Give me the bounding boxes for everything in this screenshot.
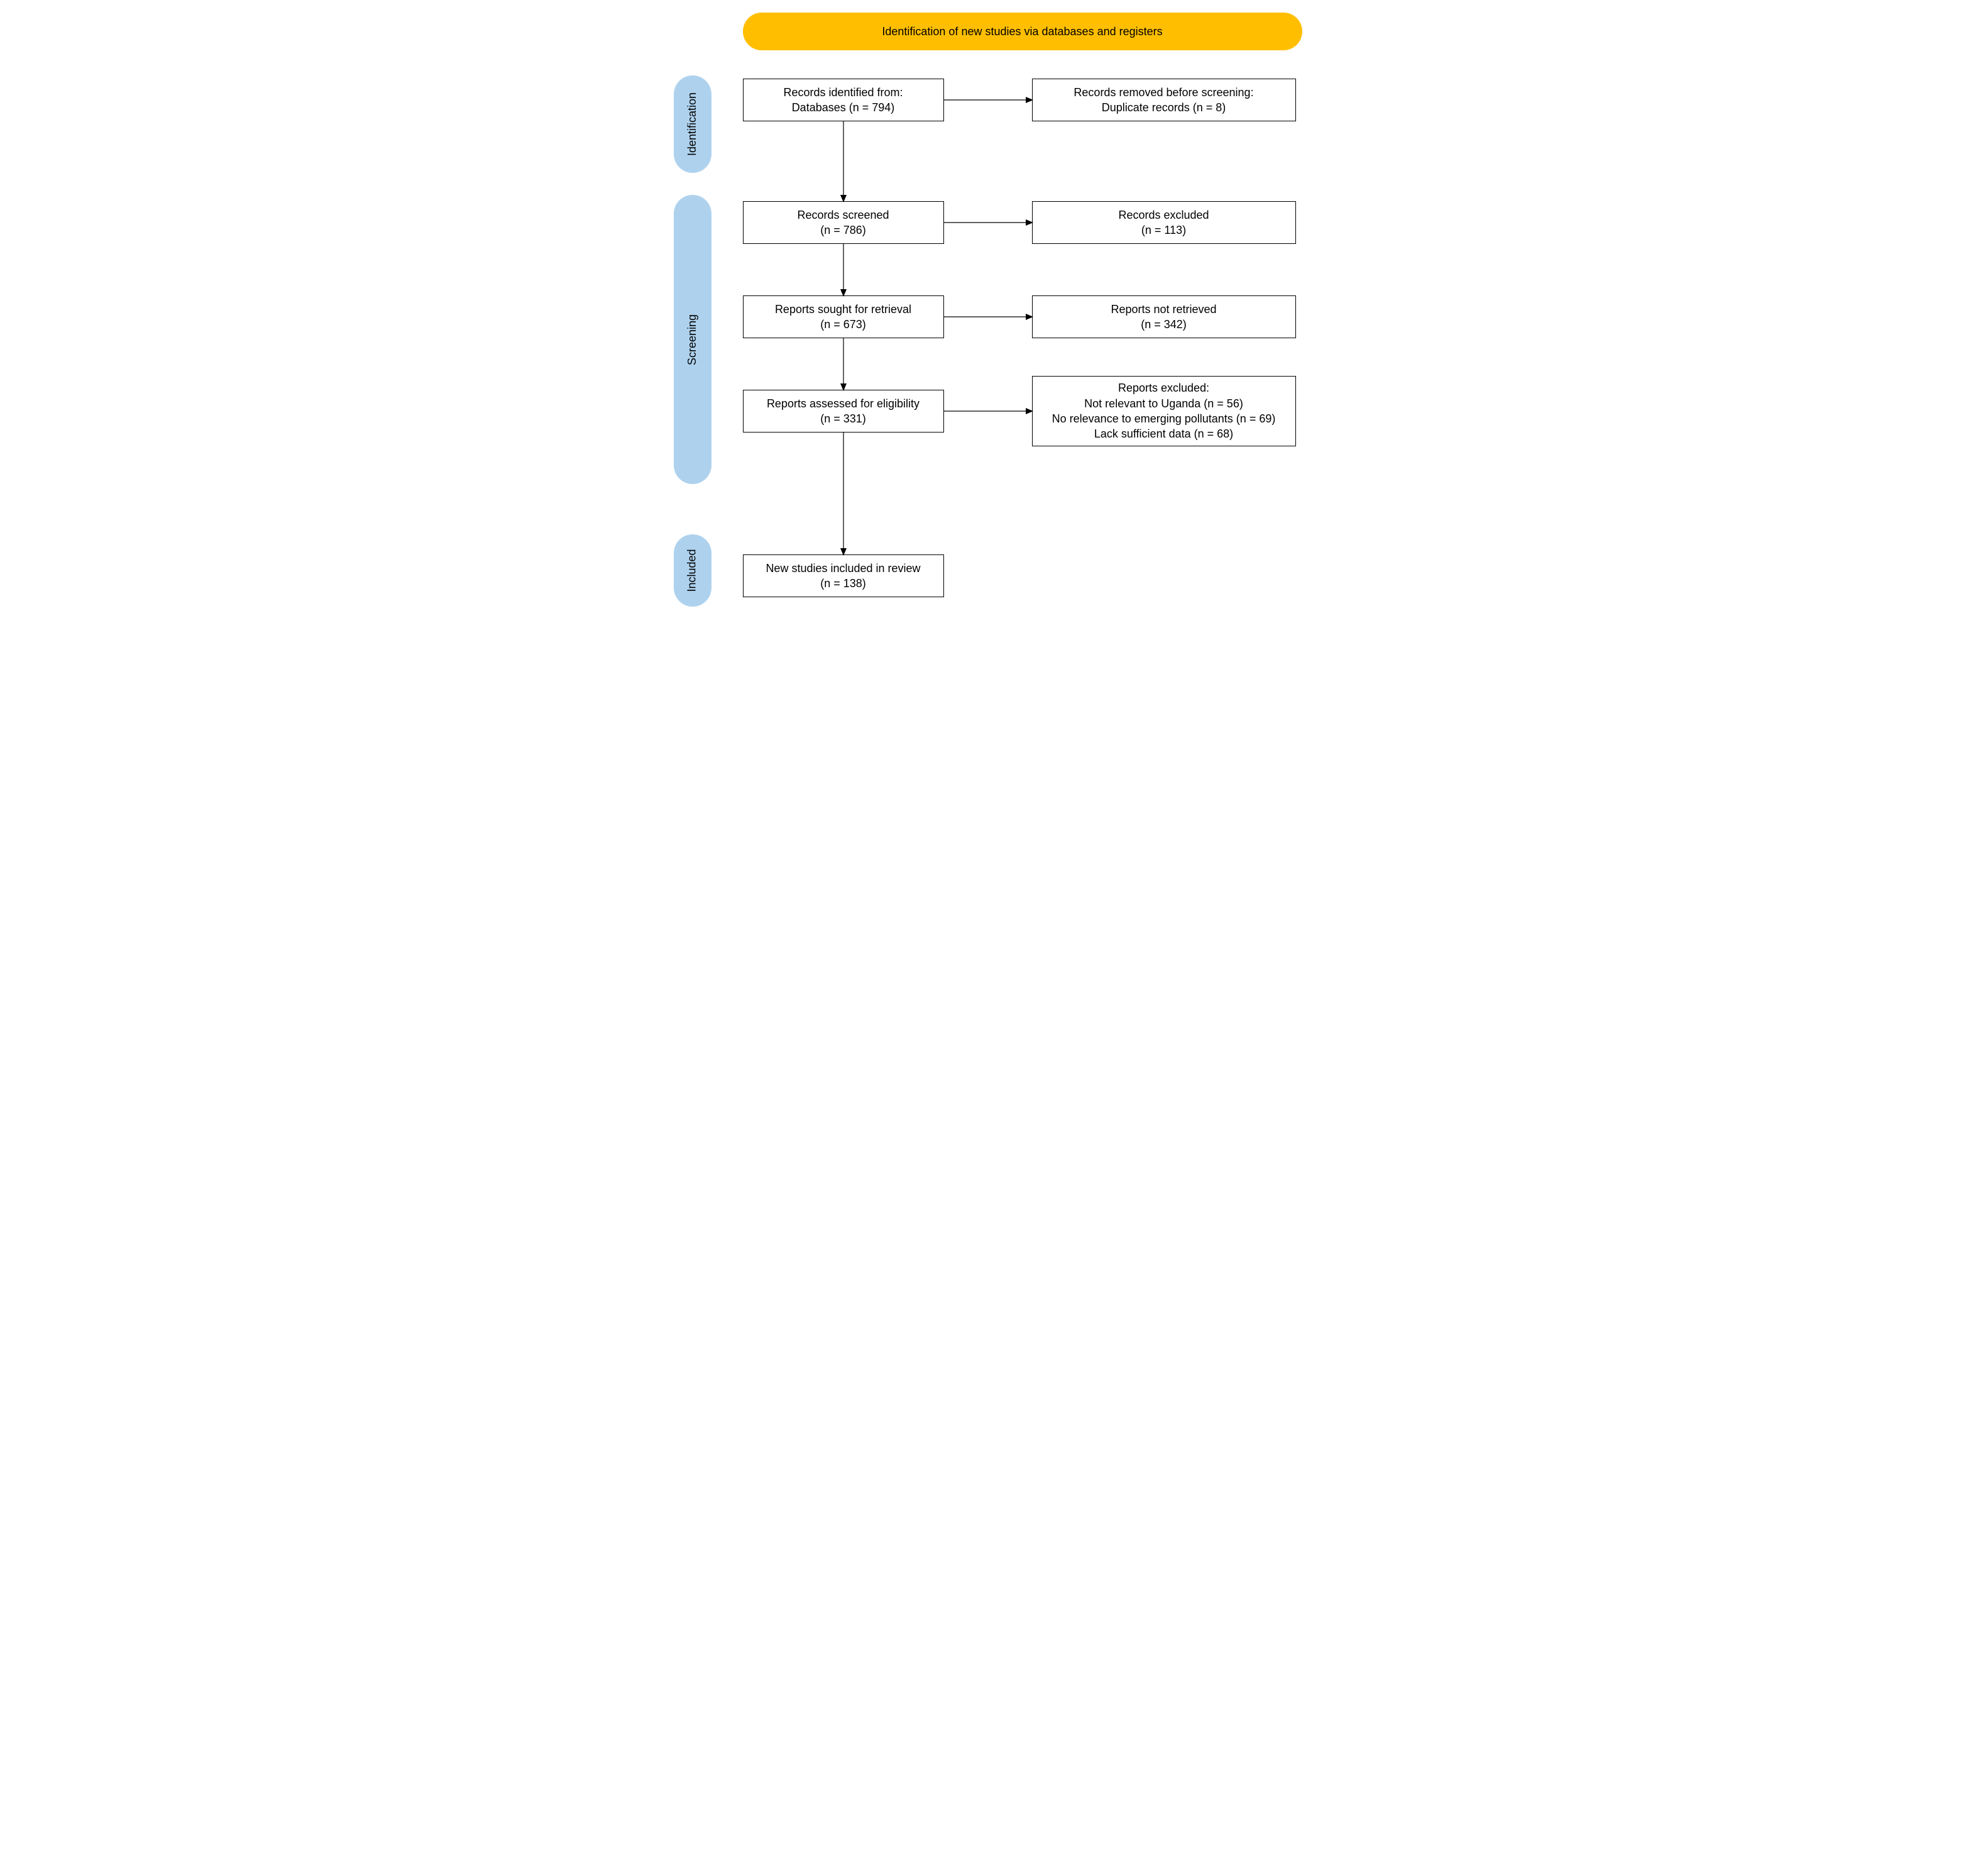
phase-included-label: Included (686, 549, 699, 592)
phase-identification: Identification (674, 75, 711, 173)
node-line: Reports excluded: (1118, 380, 1209, 395)
node-line: Reports assessed for eligibility (767, 396, 920, 411)
phase-screening-label: Screening (686, 314, 699, 365)
node-identified: Records identified from: Databases (n = … (743, 79, 944, 121)
node-excluded1: Records excluded (n = 113) (1032, 201, 1296, 244)
node-line: (n = 342) (1141, 317, 1187, 332)
node-sought: Reports sought for retrieval (n = 673) (743, 295, 944, 338)
phase-included: Included (674, 534, 711, 607)
node-line: (n = 786) (820, 223, 866, 238)
node-line: Duplicate records (n = 8) (1102, 100, 1226, 115)
node-line: Databases (n = 794) (792, 100, 895, 115)
node-line: No relevance to emerging pollutants (n =… (1052, 411, 1276, 426)
node-line: Records removed before screening: (1074, 85, 1253, 100)
node-line: Not relevant to Uganda (n = 56) (1084, 396, 1243, 411)
node-line: (n = 673) (820, 317, 866, 332)
node-excluded2: Reports excluded: Not relevant to Uganda… (1032, 376, 1296, 446)
node-line: (n = 113) (1141, 223, 1186, 238)
node-removed: Records removed before screening: Duplic… (1032, 79, 1296, 121)
node-assessed: Reports assessed for eligibility (n = 33… (743, 390, 944, 433)
node-line: Lack sufficient data (n = 68) (1094, 426, 1233, 441)
header-bar: Identification of new studies via databa… (743, 13, 1302, 50)
node-line: Records identified from: (783, 85, 903, 100)
node-line: (n = 331) (820, 411, 866, 426)
phase-identification-label: Identification (686, 92, 699, 156)
phase-screening: Screening (674, 195, 711, 484)
node-included: New studies included in review (n = 138) (743, 554, 944, 597)
node-line: Records screened (797, 207, 889, 223)
node-line: (n = 138) (820, 576, 866, 591)
prisma-flowchart: Identification of new studies via databa… (674, 13, 1315, 610)
node-line: Reports sought for retrieval (775, 302, 911, 317)
node-notretrieved: Reports not retrieved (n = 342) (1032, 295, 1296, 338)
node-screened: Records screened (n = 786) (743, 201, 944, 244)
node-line: New studies included in review (766, 561, 920, 576)
node-line: Reports not retrieved (1111, 302, 1216, 317)
node-line: Records excluded (1118, 207, 1209, 223)
header-label: Identification of new studies via databa… (882, 25, 1162, 38)
